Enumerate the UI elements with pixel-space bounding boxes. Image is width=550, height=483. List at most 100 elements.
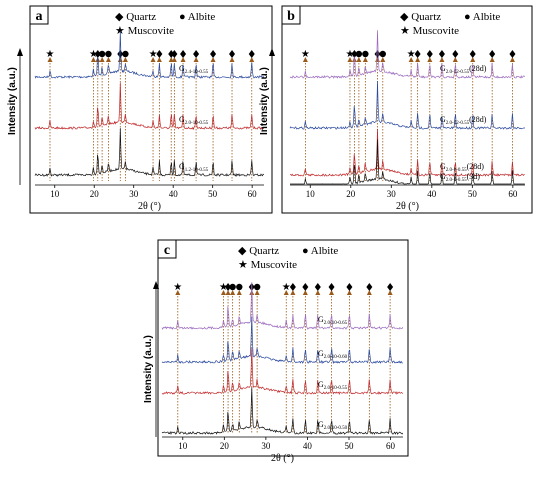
quartz-marker: [171, 50, 178, 58]
peak-arrow-albite: [230, 290, 236, 295]
series-line: [289, 30, 526, 79]
legend-quartz: ◆ Quartz: [115, 11, 156, 23]
y-axis-arrowhead: [269, 48, 275, 56]
series-label: G2.0-10-0.65: [318, 315, 348, 326]
legend-muscovite: ★ Muscovite: [115, 25, 174, 37]
peak-arrow-muscovite: [347, 57, 353, 62]
legend-albite: ● Albite: [464, 11, 500, 23]
x-tick-label: 60: [508, 189, 518, 199]
series-label: G2.0-10-0.50: [318, 420, 348, 431]
peak-arrow-quartz: [290, 290, 296, 295]
peak-arrow-albite: [254, 290, 260, 295]
series-label-subscript: 1.2-10-0.55: [185, 168, 209, 173]
series-line: [161, 316, 403, 365]
peak-arrow-quartz: [489, 57, 495, 62]
legend: ◆ Quartz ● Albite ★ Muscovite: [115, 11, 215, 37]
quartz-marker: [374, 50, 381, 58]
albite-marker: [98, 50, 106, 58]
albite-marker: [253, 283, 261, 291]
peak-arrow-muscovite: [150, 57, 156, 62]
peak-arrow-quartz: [470, 57, 476, 62]
quartz-marker: [469, 50, 476, 58]
quartz-marker: [346, 283, 353, 291]
quartz-marker: [94, 50, 101, 58]
panel-frame: [281, 5, 533, 214]
peak-arrow-albite: [122, 57, 128, 62]
quartz-marker: [366, 283, 373, 291]
peak-arrow-quartz: [180, 57, 186, 62]
chart-panel-a: a ◆ Quartz ● Albite ★ Muscovite 10 20 30 40 50 60…: [7, 5, 273, 214]
quartz-marker: [438, 50, 445, 58]
x-tick-label: 50: [208, 189, 218, 199]
albite-marker: [236, 283, 243, 291]
series-label-subscript: 2.0-10-0.50: [324, 426, 348, 431]
albite-marker: [379, 50, 386, 58]
muscovite-marker: ★: [301, 49, 310, 60]
series-label-subscript: 2.0-10-0.60: [324, 355, 348, 360]
series-label: G2.0-12-0.55(28d): [440, 64, 487, 75]
x-axis-label: 2θ (°): [138, 201, 161, 212]
quartz-marker: [387, 283, 394, 291]
peak-arrow-quartz: [210, 57, 216, 62]
peak-arrow-muscovite: [302, 57, 308, 62]
muscovite-marker: ★: [407, 49, 416, 60]
series-line: [289, 81, 526, 130]
y-axis-label: Intensity (a.u.): [7, 67, 18, 135]
albite-marker: [355, 50, 363, 58]
panel-id-text: c: [164, 243, 170, 258]
muscovite-marker: ★: [173, 282, 182, 293]
x-tick-label: 40: [427, 189, 437, 199]
peak-arrow-muscovite: [47, 57, 53, 62]
series-label: G2.0-8-0.55(28d): [440, 162, 484, 173]
quartz-marker: [180, 50, 187, 58]
peak-arrow-quartz: [366, 290, 372, 295]
series-line: [161, 387, 404, 436]
quartz-marker: [210, 50, 217, 58]
peak-arrow-albite: [356, 57, 362, 62]
panel-frame: [29, 5, 273, 214]
peak-arrow-quartz: [302, 290, 308, 295]
peak-arrow-quartz: [439, 57, 445, 62]
peak-arrow-quartz: [193, 57, 199, 62]
quartz-marker: [328, 283, 335, 291]
quartz-marker: [168, 50, 175, 58]
panel-id-label: b: [281, 5, 301, 25]
x-tick-label: 60: [248, 189, 258, 199]
peak-arrow-quartz: [249, 57, 255, 62]
series-label-subscript: 2.0-10-0.65: [324, 321, 348, 326]
peak-arrow-muscovite: [220, 290, 226, 295]
x-axis-label: 2θ (°): [396, 201, 419, 212]
peak-arrow-quartz: [156, 57, 162, 62]
x-tick-label: 50: [468, 189, 478, 199]
series-label: G2.0-10-0.55: [179, 115, 209, 126]
quartz-marker: [302, 283, 309, 291]
quartz-marker: [156, 50, 163, 58]
legend-albite: ● Albite: [302, 245, 338, 257]
peak-arrow-muscovite: [90, 57, 96, 62]
series-label-subscript: 2.0-12-0.55: [446, 121, 470, 126]
x-tick-label: 20: [220, 441, 230, 451]
quartz-marker: [229, 50, 236, 58]
peak-arrow-quartz: [315, 290, 321, 295]
muscovite-marker: ★: [219, 282, 228, 293]
albite-marker: [362, 50, 369, 58]
albite-marker: [105, 50, 112, 58]
panel-frame: [157, 239, 409, 457]
peak-arrow-quartz: [225, 290, 231, 295]
x-tick-label: 10: [178, 441, 188, 451]
muscovite-marker: ★: [89, 49, 98, 60]
x-tick-label: 40: [169, 189, 179, 199]
peak-arrow-muscovite: [175, 290, 181, 295]
peak-arrow-albite: [362, 57, 368, 62]
series-line: [34, 82, 264, 131]
peak-arrow-quartz: [171, 57, 177, 62]
peak-arrow-quartz: [329, 290, 335, 295]
chart-panel-c: c ◆ Quartz ● Albite ★ Muscovite 10 20 30 40 50 60…: [143, 239, 409, 464]
peak-arrow-quartz: [387, 290, 393, 295]
legend-quartz: ◆ Quartz: [400, 11, 441, 23]
series-label-age: (28d): [469, 115, 487, 124]
x-tick-label: 10: [50, 189, 60, 199]
peak-arrow-albite: [99, 57, 105, 62]
x-tick-label: 40: [303, 441, 313, 451]
